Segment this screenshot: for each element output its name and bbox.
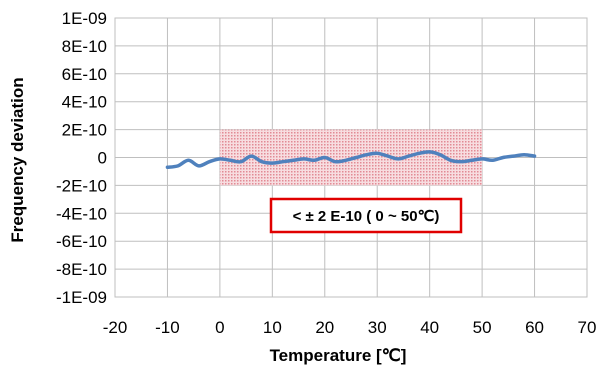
- x-tick-label: -10: [155, 318, 180, 337]
- x-tick-labels: -20 -10 0 10 20 30 40 50 60 70: [103, 318, 597, 337]
- y-tick-label: 2E-10: [62, 121, 107, 140]
- x-axis-label: Temperature [℃]: [270, 346, 407, 365]
- x-tick-label: 70: [578, 318, 597, 337]
- x-tick-label: 30: [368, 318, 387, 337]
- annotation-text: < ± 2 E-10 ( 0 ~ 50℃): [293, 208, 440, 225]
- x-tick-label: 50: [473, 318, 492, 337]
- y-tick-label: -8E-10: [56, 260, 107, 279]
- x-tick-label: 20: [315, 318, 334, 337]
- y-tick-label: 1E-09: [62, 9, 107, 28]
- y-tick-label: 0: [98, 149, 107, 168]
- y-tick-label: -1E-09: [56, 288, 107, 307]
- x-tick-label: 40: [420, 318, 439, 337]
- x-tick-label: 60: [525, 318, 544, 337]
- plot-frame: [114, 17, 588, 298]
- y-tick-label: -6E-10: [56, 232, 107, 251]
- x-tick-label: -20: [103, 318, 128, 337]
- y-tick-label: 4E-10: [62, 93, 107, 112]
- y-axis-label: Frequency deviation: [8, 77, 27, 242]
- x-tick-label: 0: [215, 318, 224, 337]
- x-tick-label: 10: [263, 318, 282, 337]
- y-tick-labels: 1E-09 8E-10 6E-10 4E-10 2E-10 0 -2E-10 -4E-10 -6…: [56, 9, 107, 307]
- y-tick-label: 8E-10: [62, 37, 107, 56]
- y-tick-label: 6E-10: [62, 65, 107, 84]
- y-tick-label: -2E-10: [56, 176, 107, 195]
- series-line: [165, 150, 537, 170]
- annotation-box: [269, 197, 463, 234]
- y-tick-label: -4E-10: [56, 204, 107, 223]
